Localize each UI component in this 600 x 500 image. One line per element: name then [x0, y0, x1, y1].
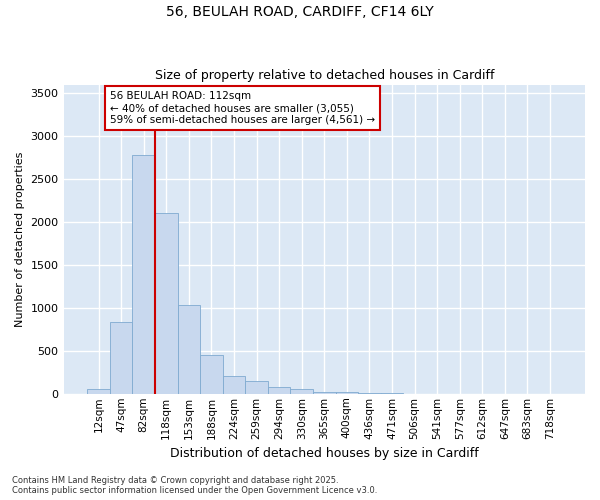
Bar [200, 355, 223, 394]
Bar [133, 155, 155, 394]
Bar [155, 214, 178, 394]
Text: 56 BEULAH ROAD: 112sqm
← 40% of detached houses are smaller (3,055)
59% of semi-: 56 BEULAH ROAD: 112sqm ← 40% of detached… [110, 92, 375, 124]
Bar [245, 382, 268, 394]
Title: Size of property relative to detached houses in Cardiff: Size of property relative to detached ho… [155, 69, 494, 82]
Bar [335, 392, 358, 394]
Bar [313, 392, 335, 394]
X-axis label: Distribution of detached houses by size in Cardiff: Distribution of detached houses by size … [170, 447, 479, 460]
Bar [223, 376, 245, 394]
Bar [110, 322, 133, 394]
Bar [290, 390, 313, 394]
Text: Contains HM Land Registry data © Crown copyright and database right 2025.
Contai: Contains HM Land Registry data © Crown c… [12, 476, 377, 495]
Bar [268, 387, 290, 394]
Text: 56, BEULAH ROAD, CARDIFF, CF14 6LY: 56, BEULAH ROAD, CARDIFF, CF14 6LY [166, 5, 434, 19]
Bar [178, 306, 200, 394]
Bar [87, 388, 110, 394]
Bar [358, 393, 381, 394]
Y-axis label: Number of detached properties: Number of detached properties [15, 152, 25, 327]
